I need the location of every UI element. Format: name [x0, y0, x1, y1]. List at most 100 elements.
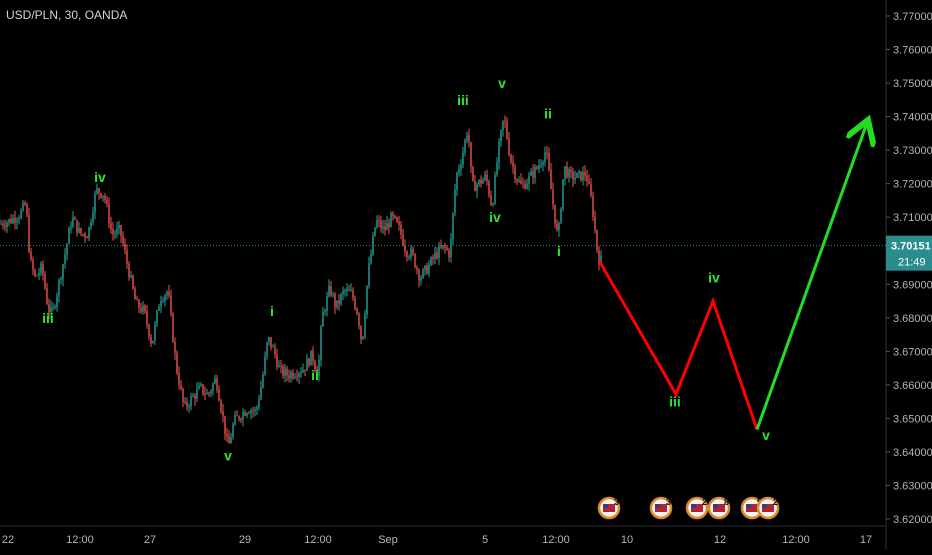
candle-body: [484, 174, 486, 180]
candle-body: [410, 248, 412, 257]
flag-canton-icon: [691, 504, 696, 508]
candle-body: [394, 215, 396, 218]
candle-body: [500, 130, 502, 142]
candle-body: [84, 234, 86, 238]
candle-body: [408, 256, 410, 258]
candle-body: [180, 385, 182, 389]
candle-body: [540, 164, 542, 166]
candle-body: [288, 375, 290, 379]
candle-body: [12, 217, 14, 223]
candle-body: [498, 141, 500, 163]
event-badges[interactable]: 3432852: [597, 496, 780, 520]
candle-body: [210, 390, 212, 394]
wave-label-ii: ii: [544, 105, 552, 121]
candle-body: [106, 199, 108, 205]
candle-body: [2, 223, 4, 226]
candle-body: [384, 226, 386, 231]
candle-body: [560, 208, 562, 223]
candle-body: [458, 169, 460, 173]
candle-body: [334, 294, 336, 308]
candle-body: [24, 203, 26, 205]
candle-body: [206, 392, 208, 395]
candle-body: [184, 401, 186, 403]
candle-body: [346, 289, 348, 291]
candle-body: [456, 172, 458, 190]
candle-body: [46, 288, 48, 305]
candle-body: [332, 294, 334, 296]
candle-body: [486, 174, 488, 182]
candle-body: [170, 295, 172, 314]
candle-body: [566, 166, 568, 178]
candle-body: [404, 245, 406, 252]
price-tick-label: 3.71000: [893, 212, 932, 224]
candle-body: [390, 213, 392, 227]
event-badge[interactable]: 2: [685, 496, 709, 520]
candle-body: [352, 290, 354, 299]
candle-body: [190, 396, 192, 407]
candle-body: [230, 437, 232, 444]
time-tick-label: 17: [860, 534, 872, 546]
candle-body: [20, 210, 22, 219]
candle-body: [118, 225, 120, 229]
candle-body: [280, 365, 282, 367]
candle-body: [8, 219, 10, 223]
candle-body: [558, 222, 560, 231]
candle-body: [438, 246, 440, 258]
candle-body: [66, 243, 68, 255]
candle-body: [364, 314, 366, 337]
candle-body: [564, 166, 566, 180]
candle-body: [420, 277, 422, 281]
candle-body: [470, 142, 472, 167]
candle-body: [474, 180, 476, 192]
event-badge[interactable]: 8: [707, 496, 731, 520]
candle-body: [192, 395, 194, 397]
candle-body: [168, 291, 170, 296]
candle-body: [348, 289, 350, 291]
candle-body: [396, 217, 398, 223]
candle-body: [586, 175, 588, 182]
event-badge[interactable]: 3: [649, 496, 673, 520]
candle-body: [584, 171, 586, 176]
candle-body: [178, 372, 180, 386]
candle-body: [284, 368, 286, 376]
candle-body: [216, 378, 218, 390]
candle-body: [354, 298, 356, 309]
candle-body: [542, 162, 544, 165]
time-tick-label: 22: [2, 534, 14, 546]
candle-body: [308, 358, 310, 366]
candle-body: [512, 161, 514, 167]
candle-body: [460, 164, 462, 170]
candle-body: [336, 300, 338, 308]
candle-body: [358, 314, 360, 326]
price-tick-label: 3.72000: [893, 179, 932, 191]
candle-body: [92, 212, 94, 223]
candle-body: [502, 120, 504, 131]
candle-body: [142, 305, 144, 312]
flag-stripes-icon: [691, 504, 703, 512]
candle-body: [34, 269, 36, 276]
candle-body: [442, 245, 444, 248]
candle-body: [468, 135, 470, 143]
candle-body: [314, 361, 316, 370]
time-axis[interactable]: 22 12:00 27 29 12:00 Sep 5 12:00 10 12 12:00 17: [0, 525, 886, 546]
flag-canton-icon: [655, 504, 660, 508]
candle-body: [538, 165, 540, 169]
candle-body: [466, 135, 468, 141]
candle-body: [302, 369, 304, 373]
candle-body: [72, 217, 74, 227]
candle-body: [256, 407, 258, 410]
candle-body: [148, 324, 150, 337]
candle-body: [362, 336, 364, 339]
time-tick-label: 29: [239, 534, 251, 546]
event-badge[interactable]: 2: [756, 496, 780, 520]
candle-body: [488, 181, 490, 196]
candle-body: [6, 222, 8, 228]
candle-body: [188, 406, 190, 408]
event-badge[interactable]: 34: [597, 496, 624, 520]
candle-body: [506, 121, 508, 139]
candle-body: [372, 235, 374, 255]
candle-body: [518, 180, 520, 182]
